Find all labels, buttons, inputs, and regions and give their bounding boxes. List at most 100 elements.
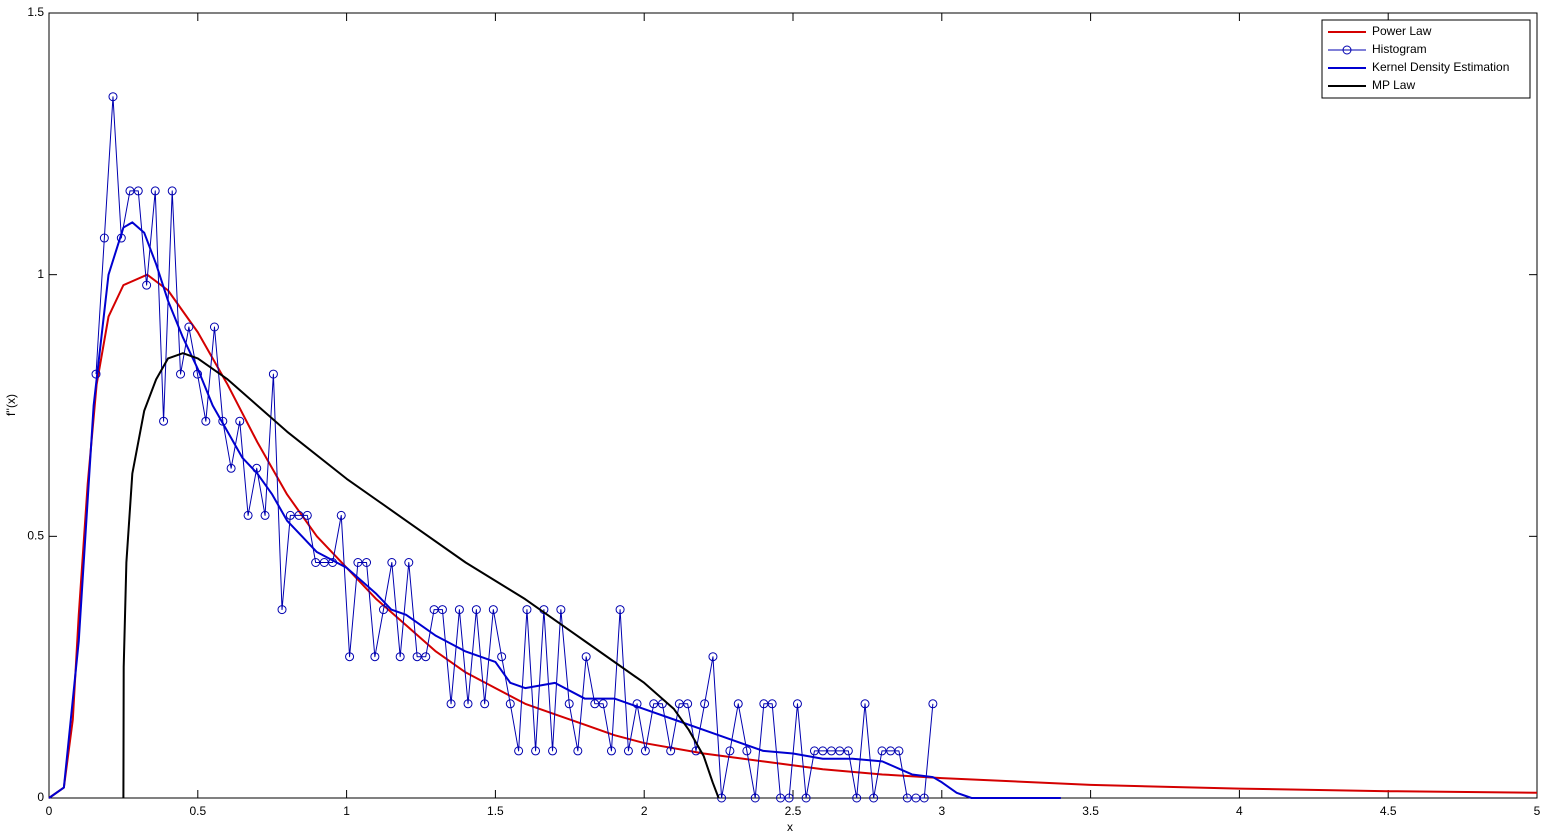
data-point <box>345 652 355 662</box>
data-point <box>505 699 515 709</box>
data-point <box>860 699 870 709</box>
data-point <box>412 652 422 662</box>
data-point <box>750 793 760 803</box>
data-point <box>801 793 811 803</box>
data-point <box>581 652 591 662</box>
data-point <box>379 605 389 615</box>
data-point <box>488 605 498 615</box>
data-point <box>776 793 786 803</box>
data-point <box>480 699 490 709</box>
x-tick-label: 0 <box>46 804 53 818</box>
data-point <box>353 558 363 567</box>
data-point <box>133 186 143 196</box>
data-point <box>150 186 160 196</box>
data-point <box>437 605 447 615</box>
data-point <box>556 605 566 615</box>
data-point <box>564 699 574 709</box>
data-point <box>700 699 710 709</box>
data-point <box>260 510 270 520</box>
data-point <box>733 699 743 709</box>
data-point <box>167 186 177 196</box>
data-point <box>835 746 845 756</box>
x-tick-label: 5 <box>1534 804 1541 818</box>
data-point <box>235 416 245 426</box>
data-point <box>615 605 625 615</box>
data-point <box>640 746 650 756</box>
data-point <box>159 416 169 426</box>
data-point <box>792 699 802 709</box>
data-point <box>606 746 616 756</box>
data-point <box>421 652 431 662</box>
data-point <box>243 510 253 520</box>
y-axis-label: f''(x) <box>4 394 18 416</box>
data-point <box>184 322 194 332</box>
data-point <box>370 652 380 662</box>
x-tick-label: 1.5 <box>487 804 504 818</box>
legend-label: MP Law <box>1372 78 1415 92</box>
data-point <box>362 558 372 567</box>
data-point <box>99 233 109 243</box>
data-point <box>598 699 608 709</box>
data-point <box>531 746 541 756</box>
data-point <box>404 558 414 567</box>
x-tick-label: 3.5 <box>1082 804 1099 818</box>
data-point <box>463 699 473 709</box>
data-point <box>725 746 735 756</box>
x-tick-label: 2 <box>641 804 648 818</box>
x-tick-label: 3 <box>938 804 945 818</box>
data-point <box>632 699 642 709</box>
x-tick-label: 4.5 <box>1380 804 1397 818</box>
x-tick-label: 2.5 <box>785 804 802 818</box>
series-line <box>48 221 1061 799</box>
data-point <box>454 605 464 615</box>
data-point <box>573 746 583 756</box>
data-point <box>767 699 777 709</box>
data-point <box>302 510 312 520</box>
legend: Power Law Histogram Kernel Density Estimat… <box>1321 19 1531 99</box>
data-point <box>877 746 887 756</box>
x-tick-label: 0.5 <box>189 804 206 818</box>
data-point <box>336 510 346 520</box>
data-point <box>201 416 211 426</box>
y-tick-label: 0.5 <box>27 529 44 543</box>
data-point <box>623 746 633 756</box>
series-line <box>122 352 720 799</box>
x-tick-label: 1 <box>343 804 350 818</box>
data-point <box>919 793 929 803</box>
data-point <box>395 652 405 662</box>
data-point <box>142 280 152 290</box>
y-tick-label: 1 <box>37 267 44 281</box>
data-point <box>843 746 853 756</box>
data-point <box>548 746 558 756</box>
data-point <box>277 605 287 615</box>
data-point <box>928 699 938 709</box>
series-line <box>48 273 1538 799</box>
plot-area <box>48 12 1538 799</box>
data-point <box>902 793 912 803</box>
data-point <box>514 746 524 756</box>
data-point <box>894 746 904 756</box>
data-point <box>311 558 321 567</box>
data-point <box>666 746 676 756</box>
x-tick-label: 4 <box>1236 804 1243 818</box>
data-point <box>708 652 718 662</box>
legend-marker <box>1342 45 1352 55</box>
legend-label: Histogram <box>1372 42 1427 56</box>
data-point <box>683 699 693 709</box>
data-point <box>387 558 397 567</box>
y-tick-label: 0 <box>37 790 44 804</box>
legend-label: Kernel Density Estimation <box>1372 60 1509 74</box>
legend-label: Power Law <box>1372 24 1432 38</box>
data-point <box>497 652 507 662</box>
data-point <box>852 793 862 803</box>
data-point <box>869 793 879 803</box>
data-point <box>818 746 828 756</box>
data-point <box>176 369 186 379</box>
data-point <box>742 746 752 756</box>
data-point <box>209 322 219 332</box>
data-point <box>268 369 278 379</box>
data-point <box>285 510 295 520</box>
data-point <box>226 463 236 473</box>
